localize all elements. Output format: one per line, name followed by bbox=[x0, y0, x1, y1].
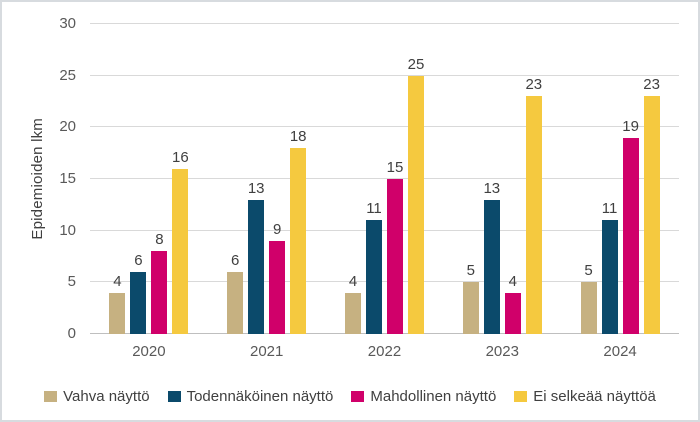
bar-value-label: 8 bbox=[155, 231, 164, 249]
bar-vahva-n-ytt-2023: 5 bbox=[462, 262, 479, 334]
bar-group-2021: 6 13 9 18 2021 bbox=[208, 24, 326, 360]
bar-value-label: 16 bbox=[172, 148, 189, 166]
bar-value-label: 6 bbox=[134, 252, 143, 269]
bar-ei-selke-n-ytt-2023: 23 bbox=[525, 76, 542, 334]
y-tick-label-30: 30 bbox=[59, 15, 76, 32]
bar-mahdollinen-n-ytt-2021: 9 bbox=[269, 221, 286, 334]
gridline-10 bbox=[90, 229, 679, 231]
bar-ei-selke-n-ytt-2021: 18 bbox=[290, 128, 307, 334]
bar-group-2020: 4 6 8 16 2020 bbox=[90, 24, 208, 360]
bar-mahdollinen-n-ytt-2020: 8 bbox=[151, 231, 168, 334]
bar-group-2023: 5 13 4 23 2023 bbox=[443, 24, 561, 360]
bar-group-2024: 5 11 19 23 2024 bbox=[561, 24, 679, 360]
legend-item-todenn-k-inen-n-ytt: Todennäköinen näyttö bbox=[167, 388, 334, 405]
legend-swatch-vahva-n-ytt bbox=[44, 391, 58, 402]
bar-value-label: 23 bbox=[525, 76, 543, 94]
legend-item-vahva-n-ytt: Vahva näyttö bbox=[44, 388, 150, 405]
bar-vahva-n-ytt-2020: 4 bbox=[109, 273, 126, 334]
bar-value-label: 13 bbox=[483, 179, 501, 197]
bar-todenn-k-inen-n-ytt-2023: 13 bbox=[483, 180, 500, 334]
bar-value-label: 13 bbox=[247, 179, 265, 197]
gridline-0 bbox=[90, 333, 679, 334]
bar-value-label: 5 bbox=[466, 262, 475, 280]
x-tick-label-2023: 2023 bbox=[485, 343, 519, 360]
bar-value-label: 11 bbox=[601, 200, 618, 218]
x-tick-label-2022: 2022 bbox=[367, 343, 402, 360]
y-tick-label-15: 15 bbox=[59, 170, 76, 187]
bar-vahva-n-ytt-2022: 4 bbox=[344, 273, 361, 334]
bar-vahva-n-ytt-2024: 5 bbox=[580, 262, 597, 334]
bar-value-label: 4 bbox=[508, 272, 517, 290]
x-tick-label-2021: 2021 bbox=[250, 343, 284, 360]
x-tick-label-2020: 2020 bbox=[132, 343, 166, 360]
legend-swatch-mahdollinen-n-ytt bbox=[351, 391, 365, 402]
bar-ei-selke-n-ytt-2022: 25 bbox=[408, 56, 424, 334]
bar-value-label: 9 bbox=[273, 221, 282, 238]
bar-value-label: 6 bbox=[231, 252, 240, 269]
legend-item-ei-selke-n-ytt: Ei selkeää näyttöä bbox=[514, 388, 656, 405]
bar-value-label: 23 bbox=[643, 76, 660, 94]
bar-ei-selke-n-ytt-2024: 23 bbox=[643, 76, 660, 334]
legend: Vahva näyttö Todennäköinen näyttö Mahdolli… bbox=[2, 388, 698, 405]
y-tick-label-5: 5 bbox=[67, 273, 76, 291]
bar-todenn-k-inen-n-ytt-2022: 11 bbox=[365, 200, 382, 334]
bar-vahva-n-ytt-2021: 6 bbox=[227, 252, 244, 334]
legend-swatch-ei-selke-n-ytt bbox=[514, 391, 528, 402]
gridline-15 bbox=[90, 178, 679, 179]
legend-swatch-todenn-k-inen-n-ytt bbox=[167, 391, 181, 402]
bar-mahdollinen-n-ytt-2023: 4 bbox=[504, 273, 521, 334]
bar-value-label: 25 bbox=[407, 55, 425, 73]
bar-todenn-k-inen-n-ytt-2020: 6 bbox=[130, 252, 147, 334]
gridline-30 bbox=[90, 23, 679, 24]
y-axis-title-text: Epidemioiden lkm bbox=[29, 118, 46, 240]
y-tick-label-10: 10 bbox=[59, 221, 76, 239]
bar-value-label: 5 bbox=[584, 262, 593, 280]
y-tick-label-20: 20 bbox=[59, 118, 76, 136]
bar-value-label: 4 bbox=[113, 272, 122, 290]
legend-label: Vahva näyttö bbox=[63, 388, 150, 405]
legend-label: Mahdollinen näyttö bbox=[370, 388, 497, 405]
bar-todenn-k-inen-n-ytt-2024: 11 bbox=[601, 200, 618, 334]
gridline-5 bbox=[90, 281, 679, 283]
gridline-25 bbox=[90, 74, 679, 76]
bar-value-label: 11 bbox=[366, 200, 382, 218]
bar-mahdollinen-n-ytt-2024: 19 bbox=[622, 118, 639, 334]
legend-label: Ei selkeää näyttöä bbox=[533, 388, 656, 405]
bar-value-label: 15 bbox=[386, 159, 404, 176]
y-axis-title: Epidemioiden lkm bbox=[29, 24, 46, 334]
x-tick-label-2024: 2024 bbox=[603, 343, 637, 360]
bar-group-2022: 4 11 15 25 2022 bbox=[326, 24, 444, 360]
bar-value-label: 4 bbox=[348, 272, 358, 290]
bar-todenn-k-inen-n-ytt-2021: 13 bbox=[248, 180, 265, 334]
legend-item-mahdollinen-n-ytt: Mahdollinen näyttö bbox=[351, 388, 496, 405]
y-tick-label-25: 25 bbox=[59, 66, 76, 84]
gridline-20 bbox=[90, 126, 679, 128]
legend-label: Todennäköinen näyttö bbox=[186, 388, 334, 405]
bar-value-label: 18 bbox=[289, 128, 307, 145]
y-tick-label-0: 0 bbox=[67, 325, 76, 342]
plot-area: 0 5 10 15 20 25 30 4 6 8 16 2020 6 13 9 18 2021 4 11 15 25 20… bbox=[59, 15, 679, 360]
bar-ei-selke-n-ytt-2020: 16 bbox=[172, 149, 189, 334]
bar-value-label: 19 bbox=[622, 117, 639, 135]
bar-mahdollinen-n-ytt-2022: 15 bbox=[387, 159, 403, 334]
